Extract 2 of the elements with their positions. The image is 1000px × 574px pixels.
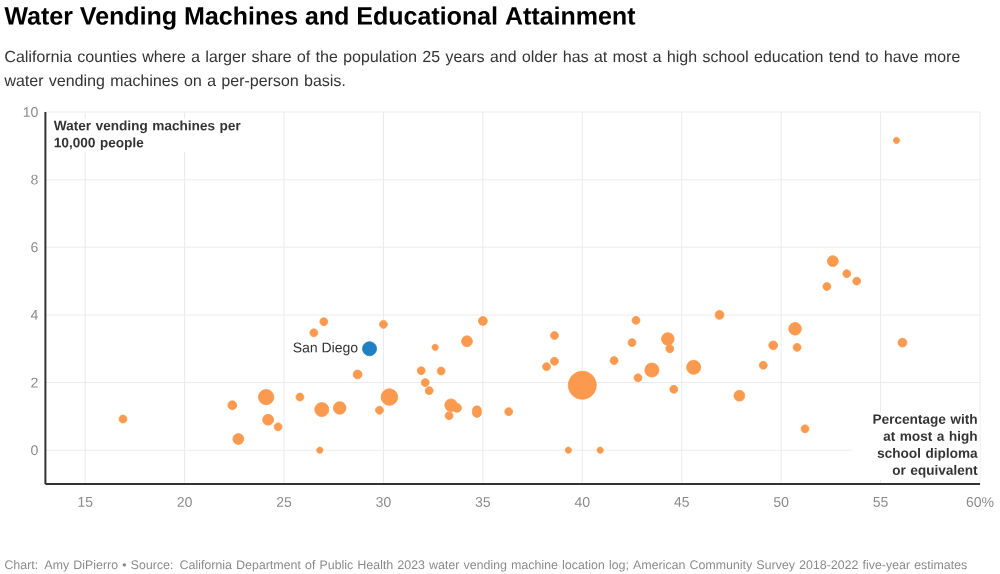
chart-title: Water Vending Machines and Educational Attainment [4, 6, 636, 30]
chart-subtitle: California counties where a larger share of the population 25 years and older has at most a high school education tend to have more water vending machines on a per-person basis. [4, 50, 960, 90]
